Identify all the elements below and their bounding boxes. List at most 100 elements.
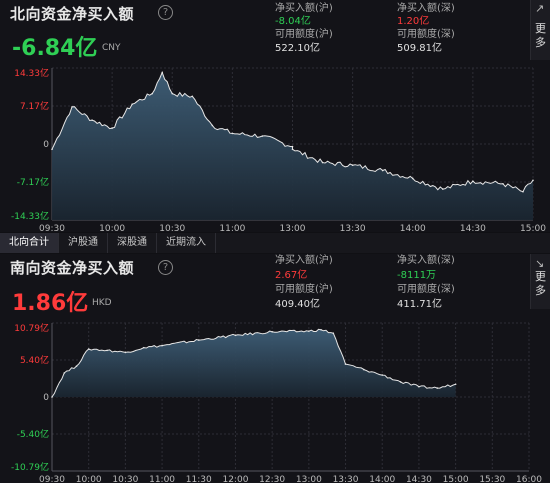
x-tick-label: 14:00: [369, 475, 395, 483]
data-point: [91, 119, 93, 121]
x-tick-label: 15:30: [479, 475, 505, 483]
data-point: [381, 374, 384, 376]
data-point: [332, 332, 335, 335]
x-tick-label: 15:00: [520, 224, 546, 232]
x-tick-label: 12:30: [259, 475, 285, 483]
data-point: [472, 180, 474, 182]
x-tick-label: 14:30: [460, 224, 486, 232]
quota-hu-value: 522.10亿: [275, 43, 320, 54]
data-point: [399, 381, 402, 383]
data-point: [197, 339, 200, 341]
x-tick-label: 12:00: [222, 475, 248, 483]
net-buy-shen-value: 1.20亿: [397, 16, 430, 27]
quota-hu-value: 409.40亿: [275, 299, 320, 310]
data-point: [344, 363, 347, 365]
x-tick-label: 10:00: [76, 475, 102, 483]
more-button[interactable]: 更多: [535, 270, 546, 297]
data-point: [308, 330, 310, 332]
quota-shen-label: 可用额度(深): [397, 284, 455, 295]
series-area: [52, 72, 533, 221]
net-buy-hu-label: 净买入额(沪): [275, 255, 333, 266]
data-point: [522, 190, 524, 193]
more-button[interactable]: 更多: [535, 22, 546, 49]
quota-shen-label: 可用额度(深): [397, 29, 455, 40]
north-side-panel: ↗ 更多: [530, 0, 550, 60]
data-point: [234, 334, 237, 337]
data-point: [411, 177, 414, 180]
southbound-chart: 10.79亿 5.40亿 0 -5.40亿 -10.79亿 09:30 10:00 10:30…: [11, 322, 542, 483]
series-line: [51, 328, 456, 398]
data-point: [363, 368, 365, 371]
x-tick-label: 13:00: [296, 475, 322, 483]
x-tick-label: 14:30: [406, 475, 432, 483]
data-point: [436, 387, 439, 389]
share-icon[interactable]: ↘: [535, 257, 545, 270]
data-point: [71, 106, 73, 108]
x-tick-label: 09:30: [39, 224, 65, 232]
data-point: [191, 95, 194, 98]
data-point: [381, 169, 384, 172]
y-tick-label: 14.33亿: [14, 67, 49, 79]
share-icon[interactable]: ↗: [535, 2, 545, 15]
net-buy-hu-label: 净买入额(沪): [275, 3, 333, 14]
x-tick-label: 11:00: [219, 224, 245, 232]
data-point: [111, 127, 113, 129]
net-buy-hu-value: -8.04亿: [275, 16, 311, 27]
help-icon[interactable]: ?: [158, 260, 173, 275]
data-point: [321, 161, 324, 164]
data-point: [231, 132, 234, 135]
x-tick-label: 13:30: [340, 224, 366, 232]
data-point: [63, 372, 66, 374]
y-tick-label: 0: [43, 140, 49, 150]
data-point: [502, 182, 504, 185]
x-tick-label: 10:30: [112, 475, 138, 483]
northbound-title: 北向资金净买入额: [10, 5, 135, 23]
data-point: [291, 148, 294, 151]
data-point: [271, 331, 273, 333]
tab-shenzhen-connect[interactable]: 深股通: [108, 233, 157, 253]
northbound-chart: 14.33亿 7.17亿 0 -7.17亿 -14.33亿 09:30 10:00 10:30…: [11, 67, 546, 232]
tab-north-total[interactable]: 北向合计: [0, 233, 59, 253]
y-tick-label: 5.40亿: [20, 354, 49, 366]
net-buy-shen-label: 净买入额(深): [397, 3, 455, 14]
y-tick-label: -10.79亿: [11, 461, 49, 473]
northbound-panel: 北向资金净买入额 ? -6.84亿 CNY 净买入额(沪) -8.04亿 可用额…: [0, 0, 550, 232]
data-point: [142, 346, 145, 349]
currency-unit: CNY: [102, 43, 121, 53]
data-point: [320, 328, 322, 331]
data-point: [51, 148, 53, 151]
data-point: [161, 344, 163, 347]
northbound-net-value: -6.84亿: [12, 36, 98, 61]
x-tick-label: 13:00: [280, 224, 306, 232]
data-point: [418, 385, 420, 388]
data-point: [151, 92, 154, 95]
y-tick-label: 0: [43, 393, 49, 403]
data-point: [161, 71, 164, 74]
tab-shanghai-connect[interactable]: 沪股通: [59, 233, 108, 253]
data-point: [131, 103, 133, 106]
data-point: [291, 145, 294, 148]
quota-shen-value: 411.71亿: [397, 299, 442, 310]
tab-recent-inflow[interactable]: 近期流入: [157, 233, 216, 253]
y-tick-label: 10.79亿: [14, 322, 49, 334]
data-point: [51, 396, 53, 398]
quota-shen-value: 509.81亿: [397, 43, 442, 54]
southbound-title: 南向资金净买入额: [10, 259, 135, 277]
data-point: [106, 349, 108, 352]
quota-hu-label: 可用额度(沪): [275, 29, 333, 40]
southbound-net-value: 1.86亿: [12, 291, 89, 316]
quota-hu-label: 可用额度(沪): [275, 284, 333, 295]
x-tick-label: 11:00: [149, 475, 175, 483]
x-tick-label: 09:30: [39, 475, 65, 483]
net-buy-hu-value: 2.67亿: [275, 270, 308, 281]
data-point: [261, 135, 264, 137]
x-tick-label: 14:00: [400, 224, 426, 232]
data-point: [454, 383, 457, 386]
data-point: [75, 365, 78, 367]
x-tick-label: 15:00: [443, 475, 469, 483]
help-icon[interactable]: ?: [158, 5, 173, 20]
y-tick-label: -7.17亿: [17, 176, 49, 188]
x-tick-label: 11:30: [186, 475, 212, 483]
y-tick-label: -14.33亿: [11, 210, 49, 222]
data-point: [351, 164, 354, 167]
